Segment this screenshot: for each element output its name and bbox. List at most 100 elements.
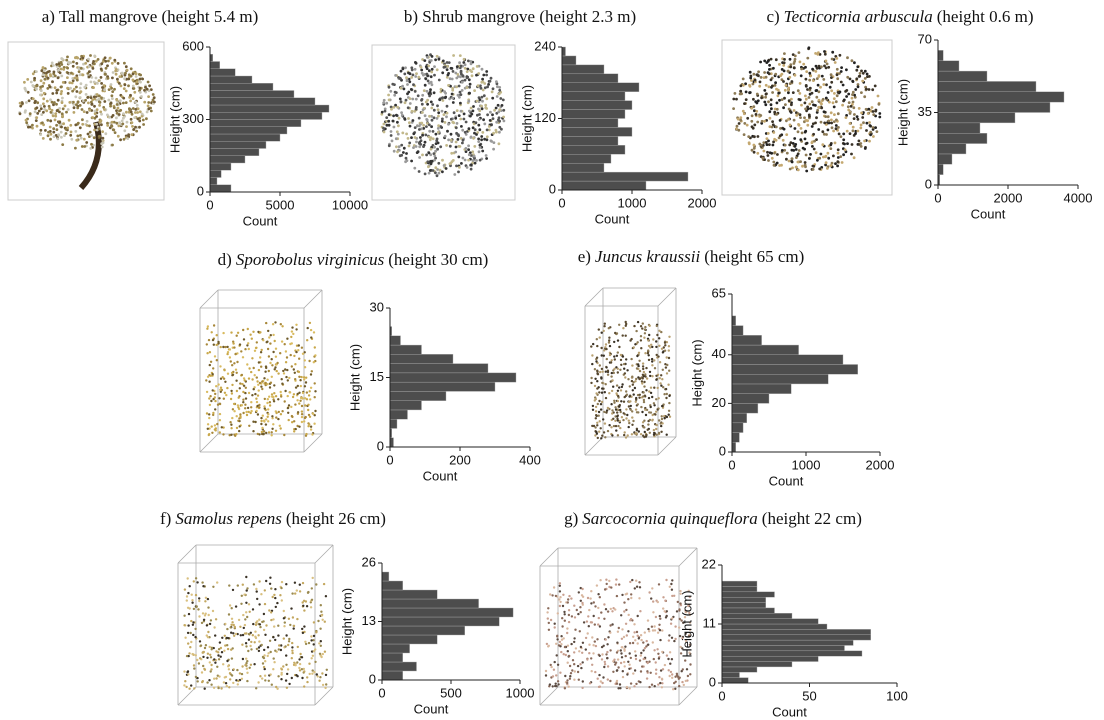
point [580, 600, 582, 602]
point [287, 644, 289, 646]
point [756, 152, 759, 155]
point [130, 118, 133, 121]
point [289, 624, 291, 626]
point [753, 73, 756, 76]
point [616, 384, 618, 386]
point [597, 593, 599, 595]
point [212, 373, 214, 375]
point [202, 585, 204, 587]
point [237, 332, 239, 334]
point [646, 677, 648, 679]
point [118, 121, 121, 124]
point [655, 661, 657, 663]
point [763, 120, 766, 123]
point [648, 359, 650, 361]
point [478, 118, 481, 121]
point [855, 69, 858, 72]
point [772, 141, 775, 144]
histogram: 0120240010002000CountHeight (cm) [519, 38, 716, 226]
point [98, 135, 101, 138]
point [92, 60, 95, 63]
point [60, 68, 63, 71]
point [645, 389, 647, 391]
point [237, 584, 239, 586]
point [580, 646, 582, 648]
point [410, 160, 413, 163]
point [659, 361, 661, 363]
point [210, 664, 212, 666]
point [649, 432, 651, 434]
point [409, 72, 412, 75]
point [271, 393, 273, 395]
point [153, 96, 156, 99]
point [183, 624, 185, 626]
point [808, 115, 811, 118]
point [103, 108, 106, 111]
point [251, 357, 253, 359]
point [614, 358, 616, 360]
point [607, 610, 609, 612]
point [819, 102, 822, 105]
point [266, 341, 268, 343]
point [590, 590, 592, 592]
point [475, 159, 478, 162]
point [446, 112, 449, 115]
point [467, 148, 470, 151]
point [314, 410, 316, 412]
point [107, 60, 110, 63]
point [811, 68, 814, 71]
point [567, 598, 569, 600]
point [626, 673, 628, 675]
point [308, 663, 310, 665]
point [322, 684, 324, 686]
bar [382, 617, 499, 626]
point [620, 652, 622, 654]
point [217, 654, 219, 656]
point [849, 112, 852, 115]
point [236, 427, 238, 429]
point [439, 169, 442, 172]
point [76, 90, 79, 93]
point [385, 102, 388, 105]
point [67, 61, 70, 64]
point [559, 672, 561, 674]
point [572, 659, 574, 661]
point [101, 130, 104, 133]
point [668, 402, 670, 404]
point [826, 63, 829, 66]
point [664, 350, 666, 352]
point [273, 392, 275, 394]
point [668, 639, 670, 641]
point [671, 677, 673, 679]
point [57, 69, 60, 72]
histogram: 03570020004000CountHeight (cm) [895, 31, 1092, 221]
point [689, 673, 691, 675]
point [610, 375, 612, 377]
title-part: Sporobolus virginicus [236, 250, 385, 269]
point [749, 85, 752, 88]
point [776, 102, 779, 105]
point [288, 638, 290, 640]
point [628, 664, 630, 666]
point [580, 611, 582, 613]
point [310, 426, 312, 428]
point [498, 142, 501, 145]
point [294, 403, 296, 405]
point [600, 408, 602, 410]
point [877, 95, 880, 98]
point [410, 88, 413, 91]
point [295, 324, 297, 326]
point [670, 671, 672, 673]
point [608, 341, 610, 343]
point [268, 680, 270, 682]
point [812, 79, 815, 82]
point [816, 159, 819, 162]
point [555, 643, 557, 645]
point [418, 145, 421, 148]
point [48, 107, 51, 110]
point [876, 130, 879, 133]
point [239, 387, 241, 389]
point [659, 639, 661, 641]
point [817, 84, 820, 87]
point [767, 132, 770, 135]
